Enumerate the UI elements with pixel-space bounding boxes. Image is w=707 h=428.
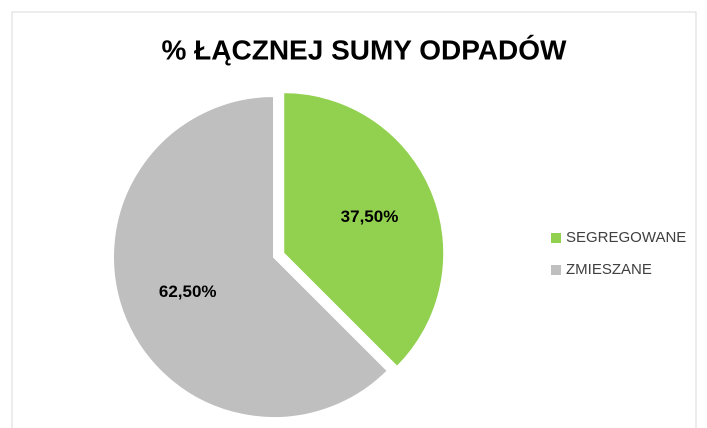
legend-label: SEGREGOWANE: [566, 229, 686, 246]
legend-swatch: [551, 233, 561, 243]
legend-label: ZMIESZANE: [566, 261, 652, 278]
chart-title: % ŁĄCZNEJ SUMY ODPADÓW: [162, 34, 568, 65]
data-label: 62,50%: [159, 282, 217, 301]
pie-slice: [282, 91, 446, 369]
pie-slice: [112, 94, 390, 419]
data-label: 37,50%: [341, 207, 399, 226]
legend-swatch: [551, 265, 561, 275]
